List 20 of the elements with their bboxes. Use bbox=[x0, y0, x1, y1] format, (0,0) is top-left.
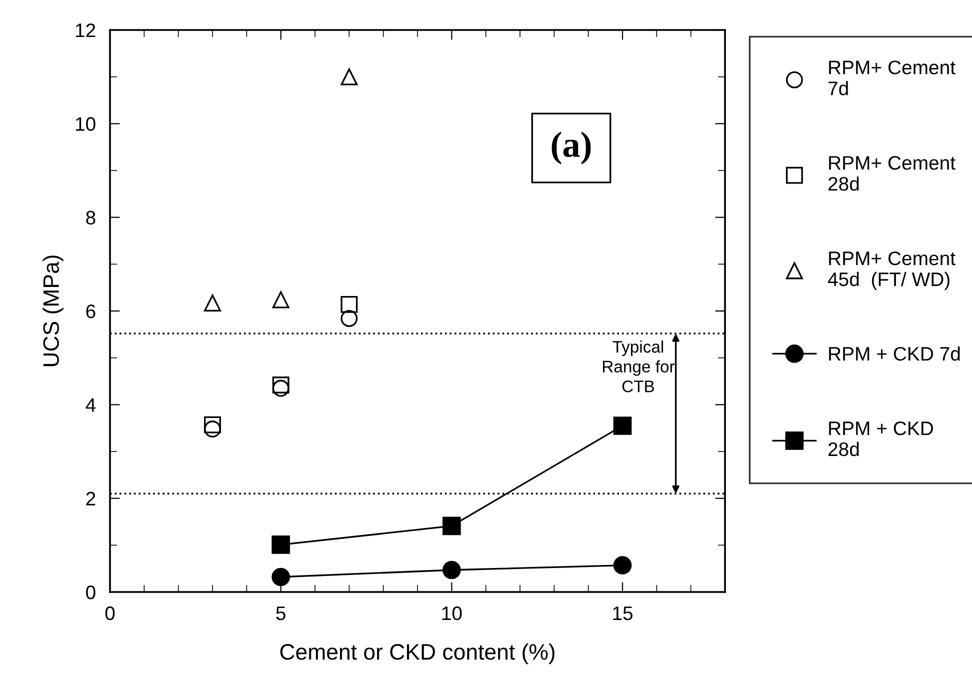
legend-label: RPM+ Cement 7d bbox=[828, 60, 956, 96]
y-tick-label: 10 bbox=[76, 117, 96, 131]
annotation: Typical Range for CTB bbox=[602, 340, 675, 392]
legend-label: RPM + CKD 7d bbox=[829, 346, 960, 361]
y-tick-label: 6 bbox=[86, 304, 96, 318]
y-tick-label: 0 bbox=[86, 585, 96, 600]
x-tick-label: 10 bbox=[442, 606, 462, 620]
x-axis-title: Cement or CKD content (%) bbox=[280, 643, 554, 664]
x-tick-label: 15 bbox=[613, 606, 632, 620]
legend-label: RPM + CKD 28d bbox=[828, 421, 933, 456]
y-tick-label: 4 bbox=[86, 398, 96, 412]
legend-label: RPM+ Cement 45d (FT/ WD) bbox=[828, 251, 956, 290]
y-tick-label: 12 bbox=[76, 23, 96, 38]
y-axis-title: UCS (MPa) bbox=[42, 256, 64, 366]
annotation: (a) bbox=[552, 132, 591, 164]
legend-label: RPM+ Cement 28d bbox=[828, 156, 956, 191]
y-tick-label: 8 bbox=[86, 210, 96, 225]
y-tick-label: 2 bbox=[86, 492, 96, 506]
x-tick-label: 5 bbox=[276, 606, 286, 620]
x-tick-label: 0 bbox=[105, 606, 115, 620]
